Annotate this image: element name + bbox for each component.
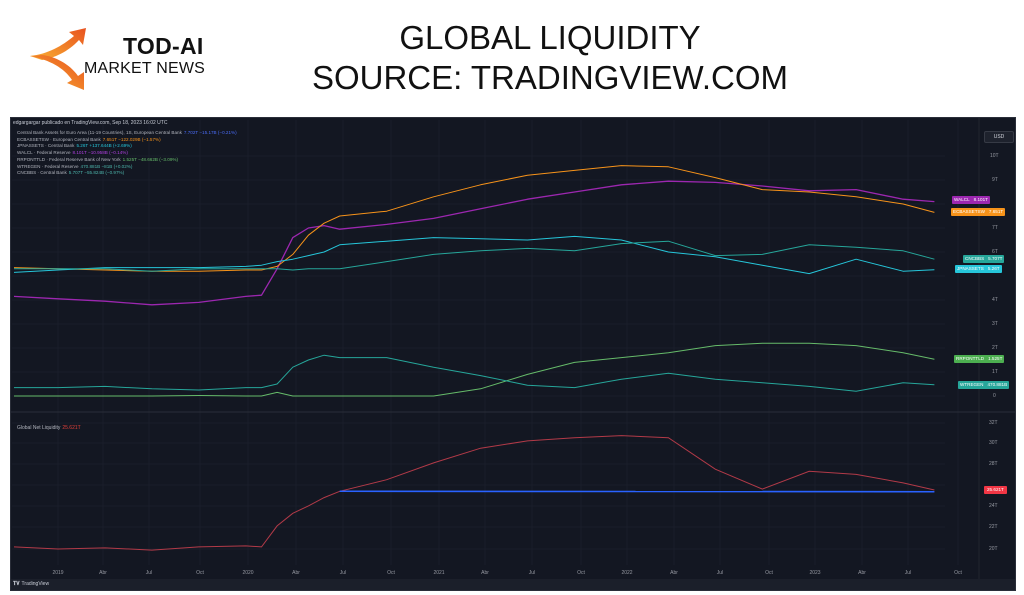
price-label-rrpontttld: RRPONTTLD 1.525T [954,355,1005,363]
x-tick: Abr [858,570,866,576]
legend-item[interactable]: ECBASSETSW · European Central Bank 7.651T… [17,136,161,142]
upper-pane-series [13,165,935,397]
x-tick: Jul [716,570,724,576]
x-tick: Abr [292,570,300,576]
x-tick: 2022 [621,570,633,576]
x-tick: 2023 [809,570,821,576]
legend-item[interactable]: WTREGEN · Federal Reserve 470.881B −81B (… [17,163,133,169]
footer-bar [11,579,1015,590]
logo-title: TOD-AI [123,33,204,59]
series-jpnassets[interactable] [13,235,935,275]
series-wtregen[interactable] [14,354,935,392]
legend-item[interactable]: Central Bank Assets for Euro Area (11-19… [17,130,237,135]
legend-item[interactable]: JPNASSETS · Central Bank 5.26T +137.644B … [17,143,132,149]
price-label-walcl: WALCL 8.101T [952,196,990,204]
headline-source: SOURCE: TRADINGVIEW.COM [311,59,789,96]
grid-upper [12,155,945,397]
x-tick: Jul [904,570,912,576]
lower-pane-series [13,435,935,551]
horizontal-level-line[interactable] [339,490,935,493]
x-tick: Abr [670,570,678,576]
x-tick: Oct [954,570,962,576]
y-tick: 4T [992,297,998,303]
series-walcl[interactable] [13,180,935,306]
y-tick: 9T [992,177,998,183]
x-tick: Jul [145,570,153,576]
price-label-cncbbs: CNCBBS 5.707T [963,255,1005,263]
x-tick: Abr [99,570,107,576]
series-cncbbs[interactable] [14,240,935,272]
currency-button[interactable]: USD [984,131,1014,143]
y-tick: 2T [992,345,998,351]
price-label-ecbassetsw: ECBASSETSW 7.651T [951,208,1006,216]
tradingview-logo-icon: 𝐓𝐕 [13,581,20,587]
headline-title: GLOBAL LIQUIDITY [399,19,701,56]
logo-subtitle: MARKET NEWS [84,60,206,77]
price-label-jpnassets: JPNASSETS 5.26T [955,265,1002,273]
y-tick: 22T [989,524,998,530]
x-tick: Abr [481,570,489,576]
y-tick: 1T [992,369,998,375]
y-tick: 10T [990,153,999,159]
page-headline: GLOBAL LIQUIDITY SOURCE: TRADINGVIEW.COM [290,18,810,98]
grid-vertical [57,120,959,565]
y-tick: 30T [989,440,998,446]
x-tick: Oct [196,570,204,576]
x-tick: 2020 [242,570,254,576]
y-tick: 7T [992,225,998,231]
y-tick: 20T [989,546,998,552]
lower-pane-title: Global Net Liquidity 25.621T [17,425,81,431]
y-tick: 28T [989,461,998,467]
series-rrponttld[interactable] [14,342,935,397]
price-label-wtregen: WTREGEN 470.881B [958,381,1010,389]
x-tick: Oct [765,570,773,576]
brand-logo: TOD-AI MARKET NEWS [28,28,238,92]
y-tick: 32T [989,420,998,426]
x-tick: Jul [339,570,347,576]
y-tick: 0 [993,393,996,399]
x-tick: Oct [387,570,395,576]
y-tick: 6T [992,249,998,255]
arrows-logo-icon [30,28,86,90]
publisher-line: edgargargar publicado en TradingView.com… [13,120,168,126]
legend-item[interactable]: RRPONTTLD · Federal Reserve Bank of New … [17,156,178,162]
tradingview-brand[interactable]: 𝐓𝐕 TradingView [13,581,50,587]
series-global-net-liquidity[interactable] [13,435,935,551]
price-label-net-liquidity: 25.621T [984,486,1007,494]
x-tick: Jul [528,570,536,576]
y-tick: 24T [989,503,998,509]
x-tick: 2019 [52,570,64,576]
grid-lower [12,422,945,550]
y-tick: 3T [992,321,998,327]
series-ecbassetsw[interactable] [13,165,935,272]
x-tick: 2021 [433,570,445,576]
series-legend: Central Bank Assets for Euro Area (11-19… [17,130,237,177]
legend-item[interactable]: CNCBBS · Central Bank 5.707T −55.824B (−0… [17,170,125,176]
x-tick: Oct [577,570,585,576]
legend-item[interactable]: WALCL · Federal Reserve 8.101T −10.958B (… [17,150,128,156]
